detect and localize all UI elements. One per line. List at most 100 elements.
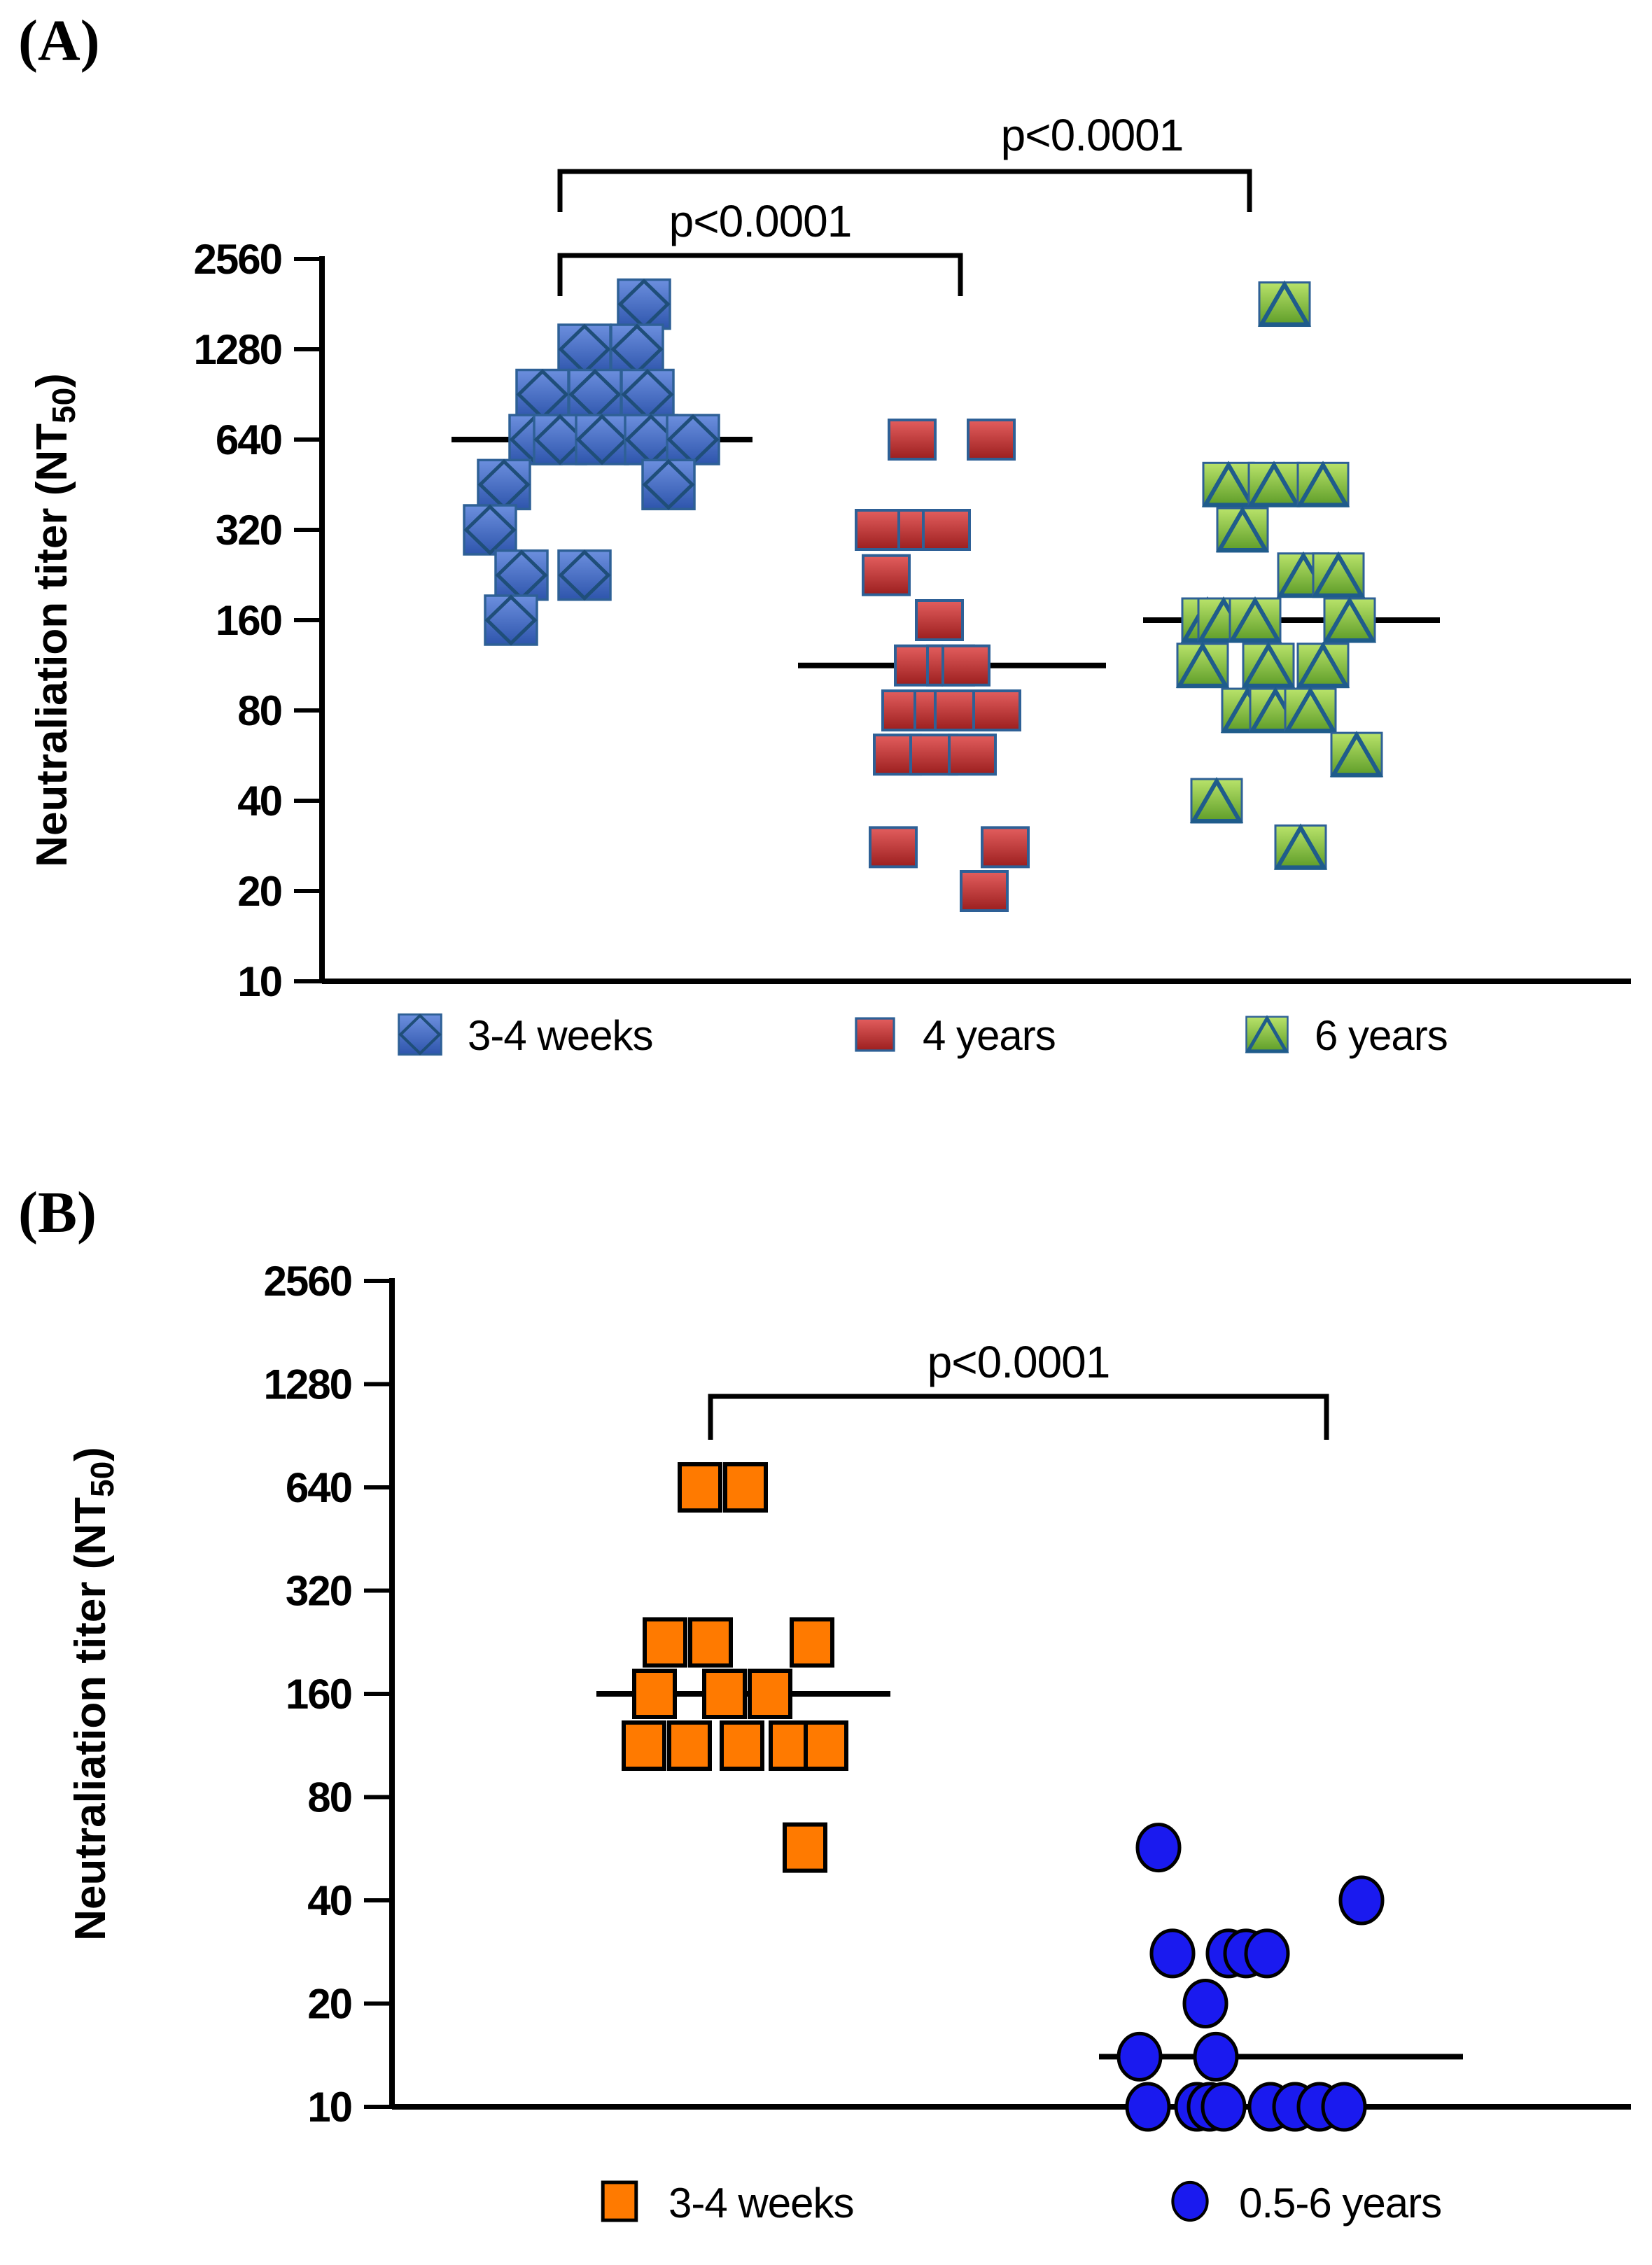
marker-triangle-outline — [1175, 641, 1230, 688]
panel-a-label: (A) — [18, 8, 100, 73]
data-point-marker — [1247, 461, 1301, 507]
y-tick-label: 1280 — [194, 326, 281, 373]
marker-square — [723, 1462, 768, 1513]
marker-square — [477, 458, 531, 511]
data-point-marker — [869, 826, 918, 869]
data-point-marker — [888, 419, 937, 461]
marker-square — [1330, 731, 1383, 778]
data-point-marker — [477, 458, 531, 511]
marker-square — [575, 414, 629, 465]
y-tick-label: 80 — [307, 1774, 351, 1821]
marker-circle — [1171, 2180, 1209, 2222]
data-point-marker — [1201, 461, 1256, 507]
y-axis-title: Neutraliation titer (NT50) — [28, 373, 82, 867]
marker-triangle-outline — [1245, 1015, 1289, 1053]
data-point-marker — [915, 599, 964, 641]
data-point-marker — [1296, 461, 1350, 507]
significance-bracket — [557, 169, 1252, 212]
data-point-marker — [1244, 1928, 1290, 1979]
marker-square — [790, 1617, 834, 1668]
panel-b: 2560 1280 640 320 160 80 40 20 10 Neutraliation t… — [66, 1258, 1631, 2227]
marker-circle — [1125, 2082, 1171, 2132]
marker-square — [720, 1720, 764, 1772]
marker-square — [960, 870, 1009, 912]
data-point-marker — [620, 368, 675, 421]
marker-square — [862, 554, 911, 596]
data-point-marker — [632, 1669, 677, 1719]
marker-diamond-outline — [484, 594, 538, 646]
marker-square — [1245, 1016, 1289, 1053]
data-point-marker — [1228, 596, 1282, 643]
y-tick-label: 320 — [286, 1568, 351, 1615]
marker-diamond-outline — [575, 414, 629, 465]
marker-square — [869, 826, 918, 869]
marker-square — [967, 419, 1016, 461]
marker-triangle-outline — [1329, 731, 1384, 778]
marker-square — [855, 1017, 895, 1052]
y-tick-label: 160 — [286, 1671, 351, 1718]
marker-diamond-outline — [642, 458, 695, 510]
y-tick-label: 10 — [237, 958, 281, 1005]
data-point-marker — [1329, 731, 1384, 778]
data-point-marker — [1215, 506, 1270, 553]
marker-square — [398, 1013, 442, 1056]
data-point-marker — [1175, 641, 1230, 689]
marker-square — [515, 368, 570, 421]
data-point-marker — [922, 509, 971, 551]
legend-marker — [1245, 1015, 1289, 1053]
data-point-marker — [484, 594, 538, 646]
data-point-marker — [967, 419, 1016, 461]
marker-square — [1296, 643, 1350, 689]
marker-square — [667, 1720, 712, 1772]
marker-square — [1242, 643, 1295, 689]
data-point-marker — [1200, 2082, 1247, 2132]
data-point-marker — [610, 323, 664, 375]
legend-label: 0.5-6 years — [1239, 2180, 1441, 2227]
marker-circle — [1193, 2031, 1239, 2082]
y-tick-label: 640 — [286, 1464, 351, 1511]
marker-circle — [1149, 1928, 1196, 1979]
marker-square — [620, 368, 675, 421]
y-axis-title: Neutraliation titer (NT50) — [66, 1447, 120, 1941]
marker-diamond-outline — [398, 1014, 442, 1056]
series-0-5-6-years — [1116, 1823, 1385, 2132]
data-point-marker — [643, 1617, 687, 1668]
marker-square — [622, 1720, 666, 1772]
marker-square — [557, 323, 612, 375]
marker-square — [601, 2180, 638, 2222]
data-point-marker — [568, 368, 622, 421]
marker-square — [641, 458, 696, 511]
series-3-4-weeks — [622, 1462, 848, 1873]
significance-bracket — [708, 1394, 1329, 1440]
p-value-label: p<0.0001 — [1001, 110, 1184, 160]
marker-circle — [1116, 2031, 1163, 2082]
marker-square — [1216, 507, 1269, 553]
marker-square — [804, 1720, 848, 1772]
marker-square — [610, 323, 664, 375]
data-point-marker — [1135, 1823, 1182, 1873]
marker-circle — [1200, 2082, 1247, 2132]
marker-square — [1176, 643, 1229, 689]
series-4-years — [855, 419, 1030, 912]
marker-square — [972, 689, 1021, 731]
y-tick-label: 80 — [237, 687, 281, 734]
data-point-marker — [1321, 2082, 1367, 2132]
panel-a: 2560 1280 640 320 160 80 40 20 10 Neutraliation t… — [28, 110, 1631, 1059]
data-point-marker — [723, 1462, 768, 1513]
marker-square — [855, 509, 904, 551]
data-point-marker — [1296, 641, 1350, 689]
marker-square — [1258, 281, 1311, 328]
y-tick-label: 2560 — [264, 1258, 351, 1305]
data-point-marker — [960, 870, 1009, 912]
data-point-marker — [981, 826, 1030, 869]
data-point-marker — [720, 1720, 764, 1772]
data-point-marker — [941, 644, 990, 687]
y-tick-label: 320 — [216, 507, 281, 554]
data-point-marker — [702, 1669, 747, 1719]
marker-triangle-outline — [1189, 777, 1244, 823]
legend-label: 4 years — [923, 1012, 1056, 1059]
marker-square — [688, 1617, 733, 1668]
y-tick-label: 40 — [237, 778, 281, 825]
marker-square — [702, 1669, 747, 1719]
